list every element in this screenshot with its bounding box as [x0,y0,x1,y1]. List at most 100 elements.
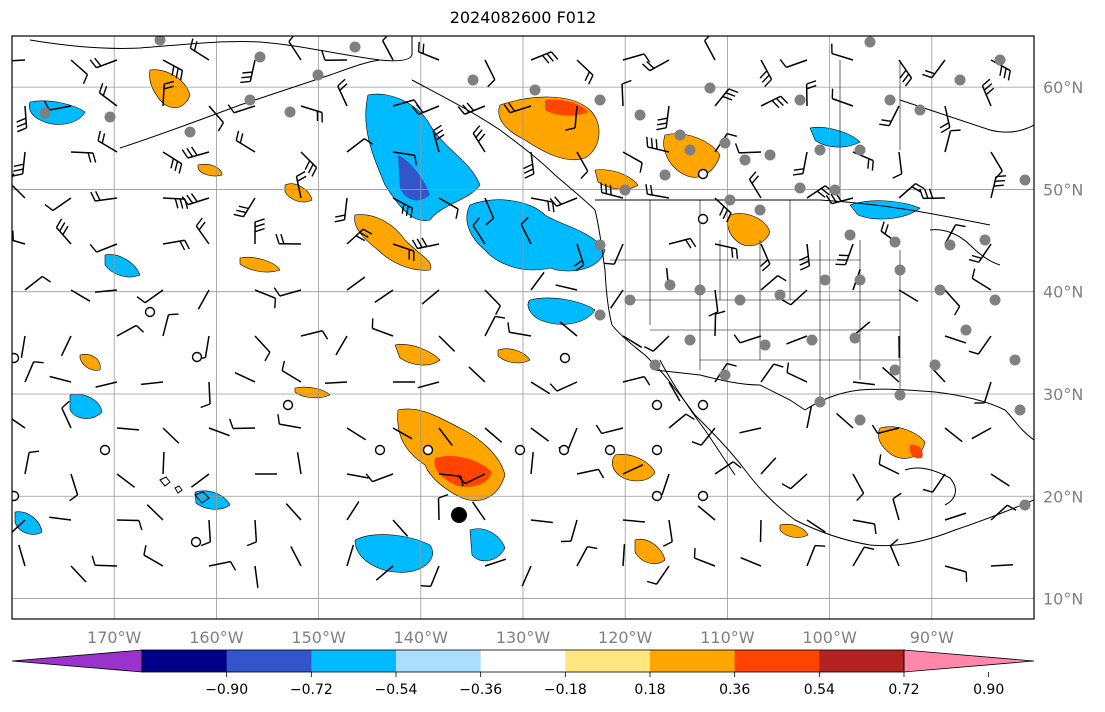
wind-barb [116,519,143,531]
station-dot [854,414,866,426]
station-dot [934,284,946,296]
wind-barb [392,151,418,166]
mexico-west-coast [694,414,1034,547]
cyan-region [469,528,506,562]
wind-barb [437,494,449,521]
map-title: 2024082600 F012 [449,8,597,27]
calm-circle [374,444,386,456]
wind-barb [162,80,175,107]
cyan-region [354,534,433,573]
colorbar-frame [141,649,905,673]
colorbar-tick-label: −0.36 [459,682,502,698]
wind-barb [622,464,644,475]
wind-barb [714,243,739,259]
station-dot [806,334,818,346]
station-dot [244,94,256,106]
wind-barb [871,424,900,435]
wind-barb [12,230,26,245]
wind-barb [484,315,506,337]
station-dot [794,94,806,106]
wind-barb [595,424,624,435]
latitude-tick-label: 20°N [1043,487,1083,506]
colorbar-segment [819,650,905,672]
wind-barb [97,130,118,153]
station-dot [864,36,876,48]
station-dot [774,289,786,301]
wind-barb [12,418,26,429]
orange-region [497,348,531,364]
station-dot [944,239,956,251]
wind-barb [229,418,256,430]
longitude-tick-label: 100°W [802,628,857,647]
colorbar-tick-label: −0.18 [544,682,587,698]
wind-barb [646,136,670,153]
station-dot [814,396,826,408]
station-dot [649,359,661,371]
latitude-tick-label: 30°N [1043,385,1083,404]
red-region [909,444,923,459]
station-dot [759,339,771,351]
wind-barb [190,473,210,488]
colorbar-segment [480,650,566,672]
wind-barb [971,427,992,440]
wind-barb [18,544,26,567]
graticule [12,36,1034,619]
wind-barb [520,216,532,245]
wind-barb [559,321,578,337]
wind-barb [852,546,875,567]
wind-barb [116,324,145,337]
station-dot [467,74,479,86]
wind-barb [621,79,632,107]
wind-barb [882,366,900,383]
wind-barb [889,538,900,567]
calm-circle [282,399,294,411]
wind-barb [760,275,787,291]
wind-barb [90,191,118,202]
calm-circle [422,444,434,456]
wind-barb [530,271,545,291]
wind-barb [600,182,624,199]
wind-barb [792,151,808,176]
wind-barb [484,558,507,567]
wind-barb [321,50,348,61]
calm-circle [697,213,709,225]
station-dot [184,126,196,138]
station-dot [794,182,806,194]
wind-barb [346,276,366,291]
wind-barb [472,125,486,153]
station-dot [674,129,686,141]
wind-barb [181,146,210,159]
wind-barb [990,473,1010,487]
wind-barb [879,105,900,127]
wind-barb [471,501,486,521]
longitude-tick-label: 130°W [496,628,551,647]
station-dot [349,41,361,53]
station-dot [954,74,966,86]
calm-circle [697,168,709,180]
orange-region [779,523,809,538]
wind-barb [246,519,258,547]
orange-region [611,454,656,482]
cyan-region [466,199,606,272]
wind-barb [300,105,323,123]
yucatan-coast [904,467,956,506]
wind-barb [944,512,967,521]
wind-barb [411,104,440,116]
cyan-region [194,490,231,510]
wind-barb [641,59,670,72]
wind-barb [656,105,670,131]
station-dot [719,369,731,381]
colorbar-extend-low [11,649,143,673]
wind-barb [296,452,302,475]
wind-barb [825,192,854,205]
latitude-tick-label: 10°N [1043,590,1083,609]
colorbar: −0.90 −0.72 −0.54 −0.36 −0.18 0.18 0.36 0.54 0.7… [11,649,1035,698]
wind-barb [944,289,961,316]
baja-coast [659,359,736,476]
station-dot [739,154,751,166]
wind-barb [668,237,697,249]
wind-barb [944,335,967,344]
wind-barb [346,138,374,153]
wind-barb [740,557,762,567]
